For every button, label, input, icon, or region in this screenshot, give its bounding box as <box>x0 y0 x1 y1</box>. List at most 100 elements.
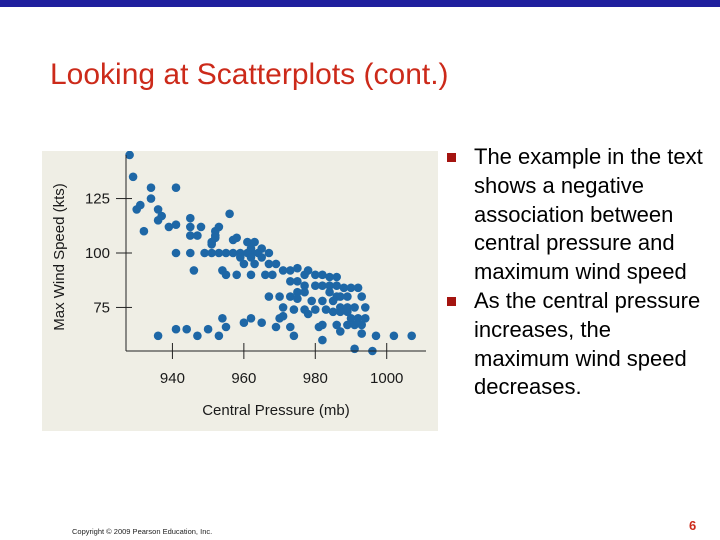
scatter-point <box>207 248 216 258</box>
scatter-point <box>293 277 302 286</box>
scatter-point <box>264 292 274 301</box>
bullet-square-icon <box>447 153 456 162</box>
scatter-point <box>125 151 134 160</box>
y-tick-label: 75 <box>93 299 110 316</box>
bullet-square-icon <box>447 296 456 306</box>
scatter-point <box>311 270 320 280</box>
scatter-point <box>278 266 288 275</box>
scatter-point <box>286 292 295 301</box>
y-axis-ticks: 75 100 125 <box>85 191 132 316</box>
scatter-point <box>264 259 274 269</box>
bullet-list: The example in the text shows a negative… <box>440 143 710 402</box>
scatter-point <box>196 222 206 232</box>
scatter-point <box>336 292 345 301</box>
scatter-point <box>332 320 342 330</box>
scatter-point <box>353 314 363 323</box>
bullet-text: As the central pressure increases, the m… <box>474 287 701 400</box>
scatter-point <box>189 266 199 275</box>
scatterplot-panel: 940 960 980 1000 75 100 125 Central Pressure … <box>42 151 438 431</box>
scatter-point <box>325 281 334 290</box>
scatter-point <box>311 281 320 290</box>
x-axis-ticks: 940 960 980 1000 <box>160 343 403 387</box>
scatter-point <box>193 331 202 341</box>
scatter-point <box>139 226 149 236</box>
x-tick-label: 960 <box>231 370 256 387</box>
scatter-point <box>293 294 302 303</box>
scatter-point <box>239 318 249 327</box>
scatter-point <box>193 231 202 240</box>
slide-title: Looking at Scatterplots (cont.) <box>50 58 449 91</box>
scatter-point <box>318 270 327 280</box>
scatter-point <box>243 237 252 247</box>
y-axis-label: Max Wind Speed (kts) <box>51 183 68 331</box>
scatter-point <box>257 253 266 262</box>
scatter-point <box>361 303 370 312</box>
scatter-point <box>207 240 216 249</box>
scatter-point <box>214 331 224 341</box>
scatter-point <box>350 303 359 312</box>
scatter-point <box>357 292 367 301</box>
points-layer <box>125 151 417 356</box>
scatter-point <box>268 270 277 280</box>
scatter-point <box>246 270 256 280</box>
x-tick-label: 1000 <box>370 370 403 387</box>
scatter-point <box>146 183 156 192</box>
x-tick-label: 980 <box>303 370 328 387</box>
scatter-point <box>289 305 299 314</box>
scatter-point <box>357 320 367 330</box>
scatter-point <box>200 248 209 258</box>
scatter-point <box>343 320 352 330</box>
scatter-point <box>221 270 231 280</box>
scatter-point <box>332 272 342 282</box>
scatter-point <box>353 283 363 293</box>
scatter-point <box>325 272 334 282</box>
scatter-point <box>293 263 302 273</box>
scatter-point <box>214 248 224 258</box>
scatter-point <box>346 283 356 293</box>
scatter-point <box>186 222 195 232</box>
scatter-point <box>236 253 245 262</box>
scatter-point <box>157 211 166 221</box>
scatter-point <box>325 287 334 297</box>
scatter-point <box>278 311 288 321</box>
scatterplot: 940 960 980 1000 75 100 125 Central Pressure … <box>51 151 426 419</box>
scatter-point <box>389 331 399 341</box>
scatter-point <box>146 194 156 203</box>
scatter-point <box>186 231 195 240</box>
scatter-point <box>293 287 302 297</box>
scatter-point <box>343 292 352 301</box>
scatter-point <box>164 222 174 232</box>
top-rule <box>0 0 720 7</box>
scatter-point <box>239 259 249 269</box>
scatter-point <box>171 183 181 192</box>
scatter-point <box>328 307 338 317</box>
scatter-point <box>318 281 327 290</box>
scatter-point <box>171 220 181 229</box>
scatter-point <box>214 222 224 232</box>
scatter-point <box>225 209 234 219</box>
scatter-point <box>336 307 345 317</box>
scatter-point <box>153 205 163 214</box>
scatter-point <box>278 303 288 312</box>
x-tick-label: 940 <box>160 370 185 387</box>
scatter-point <box>264 248 274 258</box>
scatter-point <box>250 259 259 269</box>
scatter-point <box>321 305 331 314</box>
scatter-point <box>318 335 327 345</box>
x-axis-label: Central Pressure (mb) <box>202 402 350 419</box>
scatter-point <box>300 287 309 297</box>
scatter-point <box>361 314 370 323</box>
scatter-point <box>171 248 181 258</box>
y-tick-label: 125 <box>85 191 110 208</box>
scatter-point <box>221 322 231 332</box>
scatter-point <box>286 266 295 275</box>
scatter-point <box>171 324 181 334</box>
scatter-point <box>303 309 313 319</box>
scatter-point <box>257 318 266 327</box>
scatter-point <box>211 233 220 243</box>
scatter-point <box>350 344 359 354</box>
scatter-point <box>228 248 238 258</box>
scatter-point <box>289 331 299 341</box>
scatter-point <box>186 213 195 223</box>
bullet-item: The example in the text shows a negative… <box>440 143 710 287</box>
